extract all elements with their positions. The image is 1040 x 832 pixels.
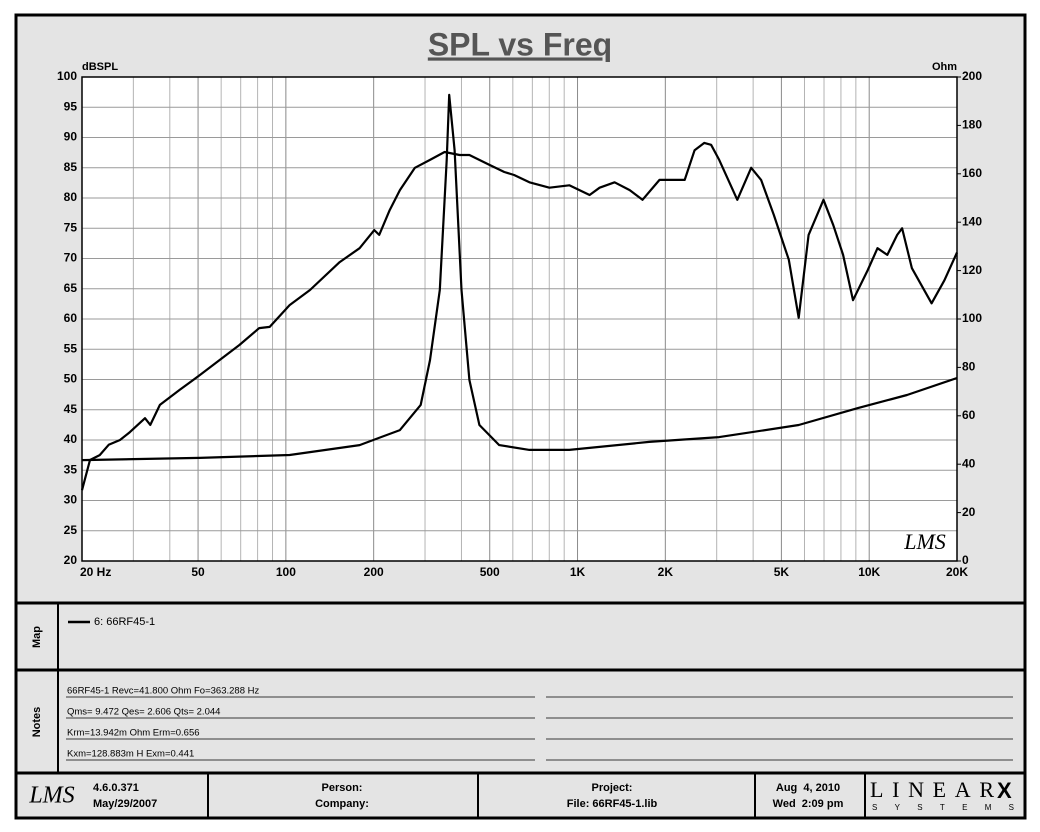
watermark: LMS (903, 529, 946, 554)
y2-tick-label: 60 (962, 408, 976, 422)
company: Company: (315, 798, 369, 810)
y2-tick-label: 20 (962, 505, 976, 519)
y-tick-label: 70 (64, 251, 78, 265)
y2-tick-label: 120 (962, 263, 982, 277)
y2-axis-label: Ohm (932, 61, 957, 73)
y2-tick-label: 80 (962, 360, 976, 374)
y-tick-label: 65 (64, 281, 78, 295)
y2-tick-label: 0 (962, 553, 969, 567)
note-text: Krm=13.942m Ohm Erm=0.656 (67, 728, 200, 739)
x-tick-label: 10K (858, 565, 880, 579)
y-tick-label: 95 (64, 99, 78, 113)
notes-label: Notes (31, 707, 43, 738)
build-date: May/29/2007 (93, 798, 157, 810)
y-tick-label: 90 (64, 130, 78, 144)
x-tick-label: 200 (364, 565, 384, 579)
y2-tick-label: 180 (962, 118, 982, 132)
note-text: Qms= 9.472 Qes= 2.606 Qts= 2.044 (67, 707, 220, 718)
note-text: Kxm=128.883m H Exm=0.441 (67, 749, 194, 760)
y-tick-label: 40 (64, 432, 78, 446)
y-tick-label: 50 (64, 372, 78, 386)
series-line (81, 93, 958, 462)
time: Wed 2:09 pm (773, 798, 844, 810)
map-label: Map (31, 626, 43, 648)
y-tick-label: 75 (64, 220, 78, 234)
y2-tick-label: 40 (962, 456, 976, 470)
person: Person: (322, 782, 363, 794)
y-tick-label: 80 (64, 190, 78, 204)
version: 4.6.0.371 (93, 782, 139, 794)
x-tick-label: 2K (658, 565, 674, 579)
y-tick-label: 20 (64, 553, 78, 567)
brand-sub: SYSTEMS (872, 803, 1014, 812)
x-tick-label: 20K (946, 565, 968, 579)
x-tick-label: 500 (480, 565, 500, 579)
footer-logo: LMS (28, 783, 74, 809)
project: Project: (592, 782, 633, 794)
x-tick-label: 20 Hz (80, 565, 111, 579)
y2-tick-label: 100 (962, 311, 982, 325)
date: Aug 4, 2010 (776, 782, 840, 794)
x-tick-label: 50 (191, 565, 205, 579)
y-tick-label: 100 (57, 69, 77, 83)
legend-entry: 6: 66RF45-1 (94, 616, 155, 628)
brand-x: X (997, 778, 1012, 803)
y2-tick-label: 140 (962, 214, 982, 228)
y-tick-label: 25 (64, 523, 78, 537)
file: File: 66RF45-1.lib (567, 798, 658, 810)
series-line (80, 141, 959, 491)
y-tick-label: 45 (64, 402, 78, 416)
y-tick-label: 30 (64, 493, 78, 507)
y2-tick-label: 200 (962, 69, 982, 83)
y2-tick-label: 160 (962, 166, 982, 180)
x-tick-label: 100 (276, 565, 296, 579)
y-axis-label: dBSPL (82, 61, 118, 73)
y-tick-label: 60 (64, 311, 78, 325)
chart-title: SPL vs Freq (428, 26, 612, 62)
note-text: 66RF45-1 Revc=41.800 Ohm Fo=363.288 Hz (67, 686, 259, 697)
y-tick-label: 55 (64, 341, 78, 355)
y-tick-label: 85 (64, 160, 78, 174)
x-tick-label: 5K (774, 565, 790, 579)
y-tick-label: 35 (64, 462, 78, 476)
x-tick-label: 1K (570, 565, 586, 579)
